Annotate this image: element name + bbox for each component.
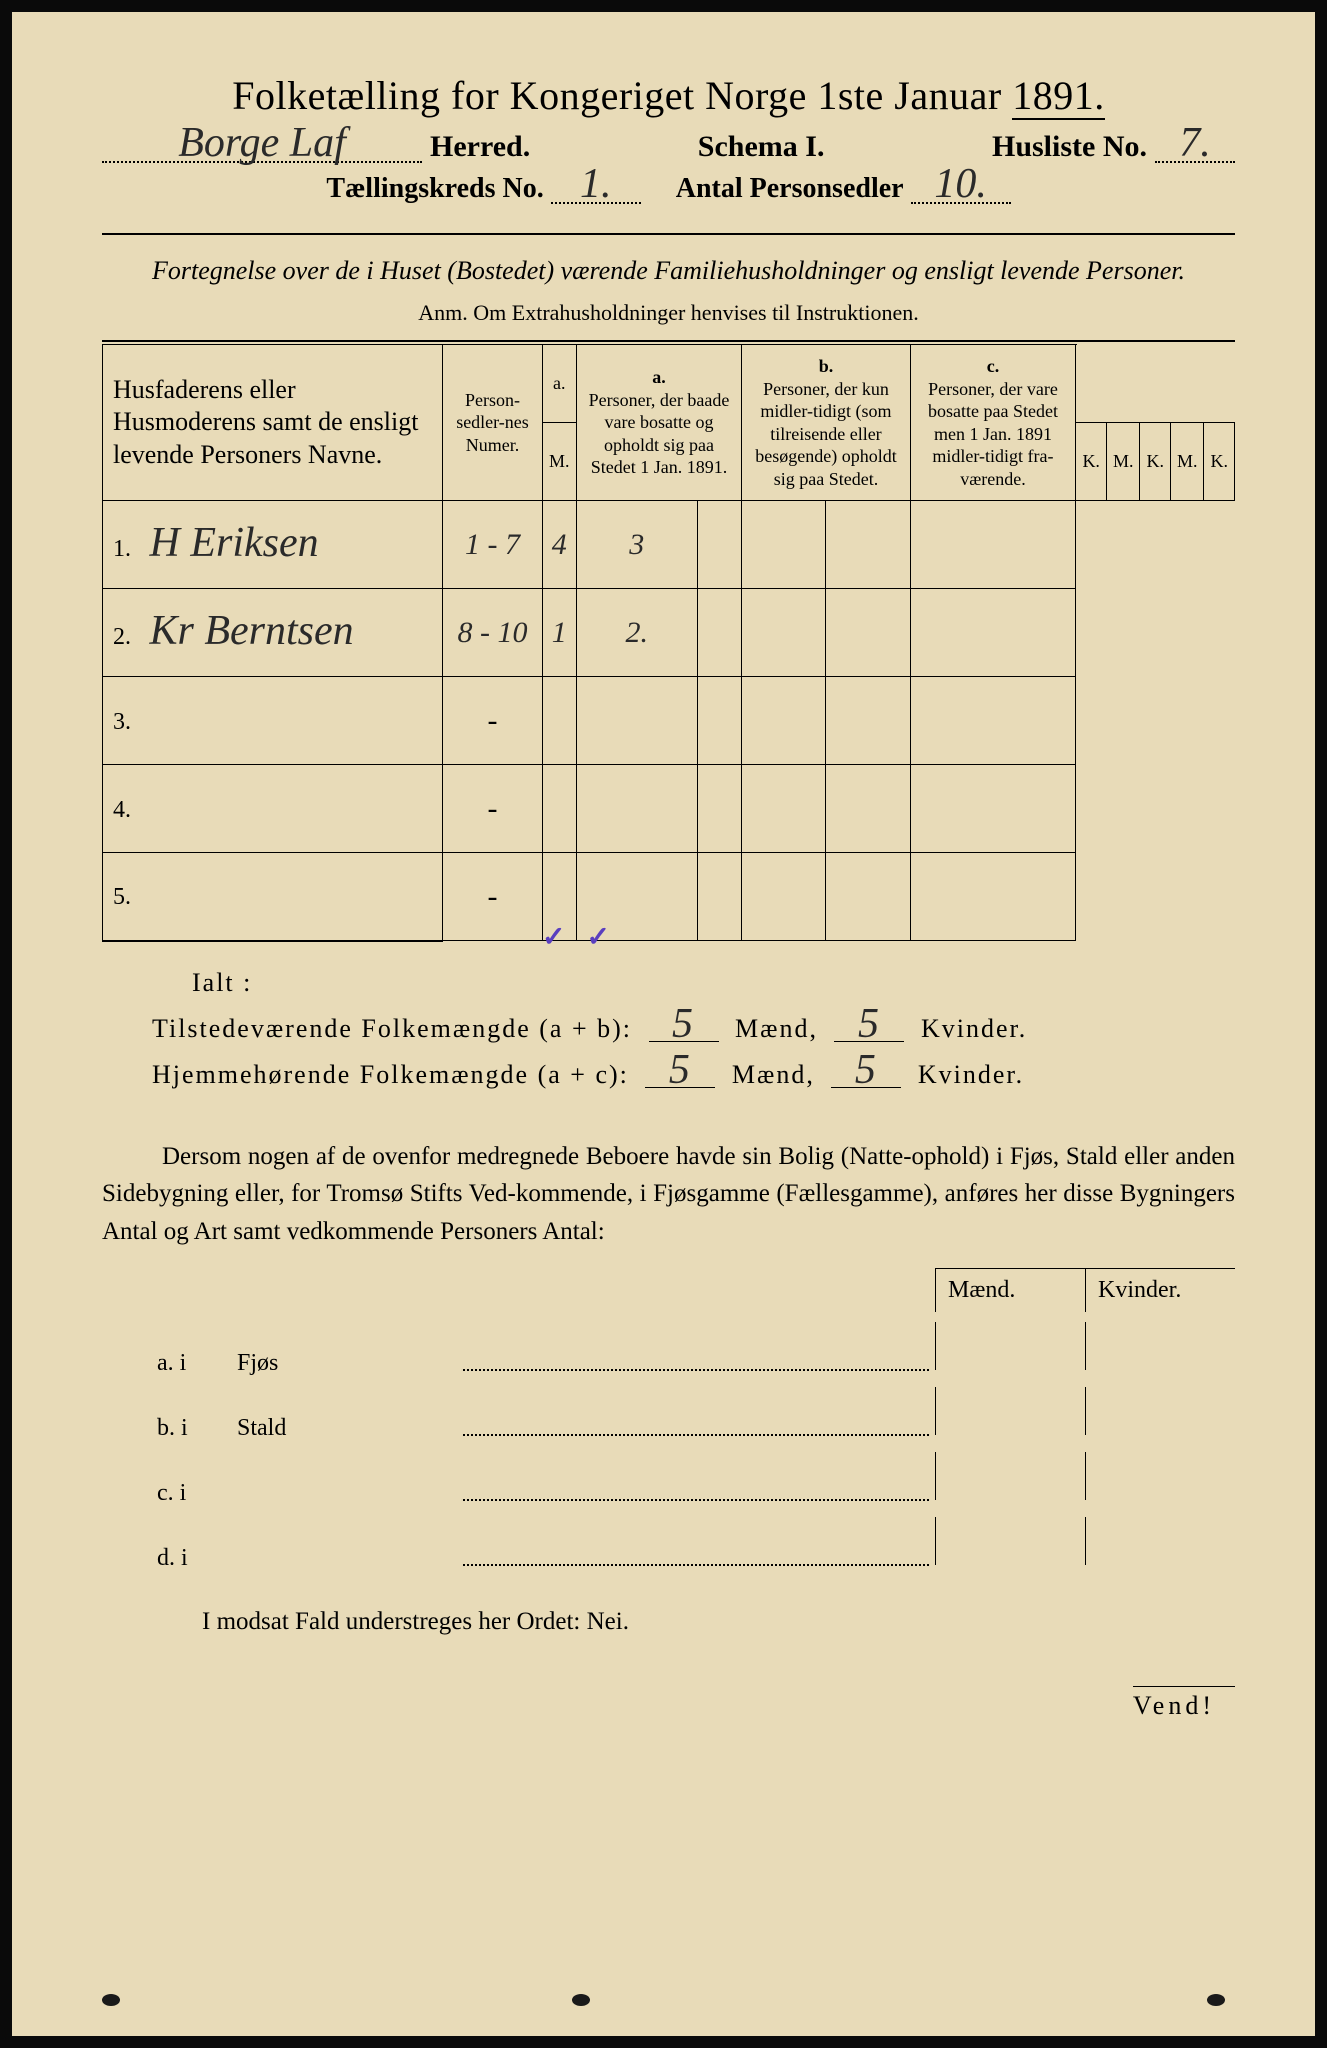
building-row: b. i Stald — [157, 1387, 1235, 1442]
anm-text: Anm. Om Extrahusholdninger henvises til … — [102, 300, 1235, 326]
sum-present-k: 5 — [834, 1008, 904, 1043]
col-header-a: a. Personer, der baade vare bosatte og o… — [576, 345, 742, 501]
table-row: 1. H Eriksen 1 - 7 4 3 — [103, 501, 1235, 589]
schema-label: Schema I. — [698, 130, 825, 164]
title-year: 1891. — [1012, 73, 1105, 118]
col-header-b: b. Personer, der kun midler-tidigt (som … — [742, 345, 910, 501]
modsat-text: I modsat Fald understreges her Ordet: Ne… — [202, 1608, 1235, 1636]
census-table: Husfaderens eller Husmoderens samt de en… — [102, 344, 1235, 942]
building-row: d. i — [157, 1517, 1235, 1572]
header-line-2: Borge Laf Herred. Schema I. Husliste No.… — [102, 127, 1235, 164]
mk-k: K. — [1140, 423, 1171, 501]
ialt-label: Ialt : — [192, 968, 1235, 998]
tick-mark: ✓ — [587, 920, 610, 954]
mk-k: K. — [1204, 423, 1235, 501]
herred-name-field: Borge Laf — [102, 127, 422, 163]
table-row: 4. - — [103, 765, 1235, 853]
col-header-names: Husfaderens eller Husmoderens samt de en… — [103, 345, 443, 501]
dersom-paragraph: Dersom nogen af de ovenfor medregnede Be… — [102, 1138, 1235, 1251]
building-row: a. i Fjøs — [157, 1322, 1235, 1377]
header-line-3: Tællingskreds No. 1. Antal Personsedler … — [102, 168, 1235, 205]
title-text: Folketælling for Kongeriget Norge 1ste J… — [232, 73, 1001, 118]
mk-m: M. — [543, 423, 577, 501]
divider — [102, 340, 1235, 342]
mk-header-row: Mænd. Kvinder. — [157, 1268, 1235, 1312]
herred-label: Herred. — [430, 130, 530, 164]
col-header-numer: Person-sedler-nes Numer. — [443, 345, 543, 501]
antal-label: Antal Personsedler — [676, 173, 904, 204]
col-a-top: a. — [543, 345, 577, 423]
husliste-no-field: 7. — [1155, 127, 1235, 163]
table-row: 5. - ✓ ✓ — [103, 853, 1235, 941]
maend-header: Mænd. — [935, 1268, 1085, 1312]
sum-home-m: 5 — [645, 1054, 715, 1089]
mk-k: K. — [1076, 423, 1107, 501]
col-header-c: c. Personer, der vare bosatte paa Stedet… — [910, 345, 1076, 501]
kvinder-header: Kvinder. — [1085, 1268, 1235, 1312]
table-row: 3. - — [103, 677, 1235, 765]
census-form-page: Folketælling for Kongeriget Norge 1ste J… — [0, 0, 1327, 2048]
divider — [102, 233, 1235, 235]
census-table-body: 1. H Eriksen 1 - 7 4 3 2. Kr Berntsen 8 … — [103, 501, 1235, 941]
punch-hole — [102, 1994, 120, 2006]
sum-home-k: 5 — [831, 1054, 901, 1089]
main-title: Folketælling for Kongeriget Norge 1ste J… — [102, 72, 1235, 119]
fortegnelse-text: Fortegnelse over de i Huset (Bostedet) v… — [102, 253, 1235, 288]
punch-hole — [572, 1994, 590, 2006]
antal-field: 10. — [911, 168, 1011, 204]
kreds-label: Tællingskreds No. — [326, 173, 543, 204]
sum-present: Tilstedeværende Folkemængde (a + b): 5 M… — [152, 1008, 1235, 1044]
sum-present-m: 5 — [649, 1008, 719, 1043]
building-row: c. i — [157, 1452, 1235, 1507]
table-row: 2. Kr Berntsen 8 - 10 1 2. — [103, 589, 1235, 677]
mk-m: M. — [1170, 423, 1204, 501]
sum-home: Hjemmehørende Folkemængde (a + c): 5 Mæn… — [152, 1054, 1235, 1090]
vend-label: Vend! — [1133, 1686, 1235, 1721]
punch-hole — [1207, 1994, 1225, 2006]
tick-mark: ✓ — [542, 920, 565, 954]
kreds-no-field: 1. — [551, 168, 641, 204]
mk-m: M. — [1106, 423, 1140, 501]
husliste-label: Husliste No. — [992, 130, 1147, 164]
